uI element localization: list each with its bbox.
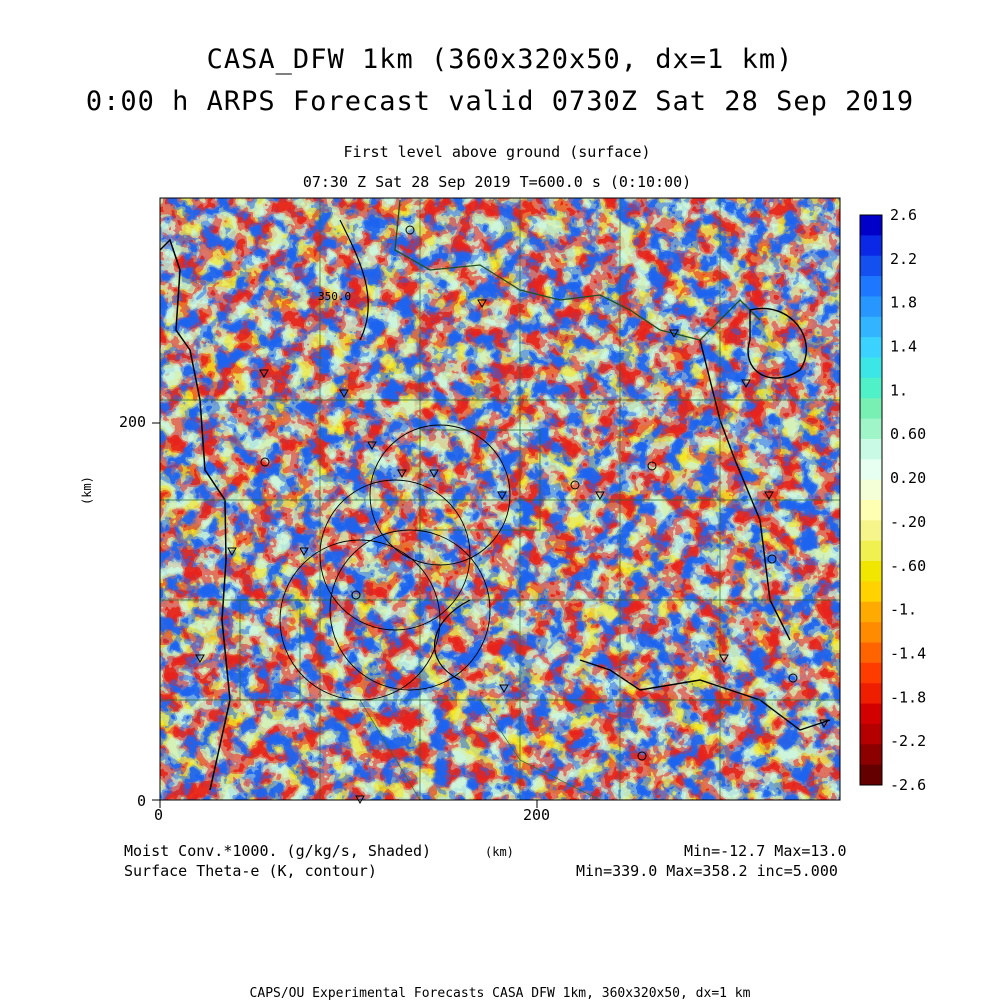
footer-credit: CAPS/OU Experimental Forecasts CASA DFW … — [249, 986, 751, 1001]
level-subtitle: First level above ground (surface) — [343, 143, 651, 161]
plot-frame — [159, 197, 841, 801]
shaded-field-legend: Moist Conv.*1000. (g/kg/s, Shaded) — [124, 842, 432, 860]
colorbar-label: -.60 — [890, 557, 926, 575]
colorbar-label: 0.60 — [890, 425, 926, 443]
colorbar-label: -2.2 — [890, 732, 926, 750]
colorbar-label: 0.20 — [890, 469, 926, 487]
colorbar-swatch — [860, 764, 882, 786]
colorbar-label: 2.2 — [890, 250, 917, 268]
colorbar-swatch — [860, 581, 882, 603]
colorbar-swatch — [860, 601, 882, 623]
contour-label: 350.0 — [318, 290, 351, 303]
x-axis-unit: (km) — [485, 845, 514, 859]
colorbar-swatch — [860, 337, 882, 358]
colorbar-label: -.20 — [890, 513, 926, 531]
radar-range-rings — [279, 424, 511, 701]
colorbar-swatch — [860, 296, 882, 318]
y-axis-unit: (km) — [80, 476, 94, 505]
colorbar-swatch — [860, 642, 882, 664]
colorbar-swatch — [860, 683, 882, 705]
x-tick-label-200: 200 — [523, 806, 551, 824]
colorbar-swatch — [860, 418, 882, 440]
y-tick-label-200: 200 — [119, 413, 147, 431]
colorbar-label: 1. — [890, 381, 908, 399]
colorbar-swatch — [860, 276, 882, 297]
colorbar-swatch — [860, 703, 882, 725]
colorbar-swatch — [860, 540, 882, 562]
colorbar-swatch — [860, 438, 882, 460]
colorbar-label: 1.8 — [890, 294, 917, 312]
colorbar-swatch — [860, 235, 882, 257]
x-tick-label-0: 0 — [154, 806, 164, 824]
time-subtitle: 07:30 Z Sat 28 Sep 2019 T=600.0 s (0:10:… — [302, 173, 692, 191]
y-tick-label-0: 0 — [137, 792, 147, 810]
colorbar-swatch — [860, 357, 882, 379]
colorbar-swatch — [860, 520, 882, 542]
contour-minmax: Min=339.0 Max=358.2 inc=5.000 — [576, 862, 838, 880]
colorbar-swatch — [860, 398, 882, 420]
plot-title-line2: 0:00 h ARPS Forecast valid 0730Z Sat 28 … — [85, 86, 915, 117]
colorbar-swatch — [860, 500, 882, 521]
colorbar-swatch — [860, 744, 882, 766]
colorbar-swatch — [860, 316, 882, 338]
shaded-minmax: Min=-12.7 Max=13.0 — [684, 842, 847, 860]
colorbar-label: 1.4 — [890, 338, 917, 356]
map-boundaries — [160, 198, 840, 800]
contour-field-legend: Surface Theta-e (K, contour) — [124, 862, 377, 880]
colorbar-swatch — [860, 459, 882, 481]
colorbar-swatch — [860, 662, 882, 684]
colorbar-swatch — [860, 215, 882, 236]
colorbar-swatch — [860, 622, 882, 643]
moist-convergence-field — [160, 198, 840, 800]
colorbar-label: -1. — [890, 601, 917, 619]
colorbar-swatch — [860, 377, 882, 399]
colorbar-label: 2.6 — [890, 206, 917, 224]
plot-title-line1: CASA_DFW 1km (360x320x50, dx=1 km) — [206, 44, 794, 75]
colorbar-frame — [859, 214, 883, 786]
colorbar-label: -1.8 — [890, 688, 926, 706]
colorbar-swatch — [860, 561, 882, 582]
colorbar-swatch — [860, 479, 882, 501]
colorbar-label: -1.4 — [890, 644, 926, 662]
colorbar: 2.6 2.2 1.8 1.4 1. 0.60 0.20 -.20 -.60 -1. -1.4 -1.… — [859, 206, 926, 794]
colorbar-label: -2.6 — [890, 776, 926, 794]
colorbar-swatch — [860, 255, 882, 277]
colorbar-swatch — [860, 723, 882, 745]
